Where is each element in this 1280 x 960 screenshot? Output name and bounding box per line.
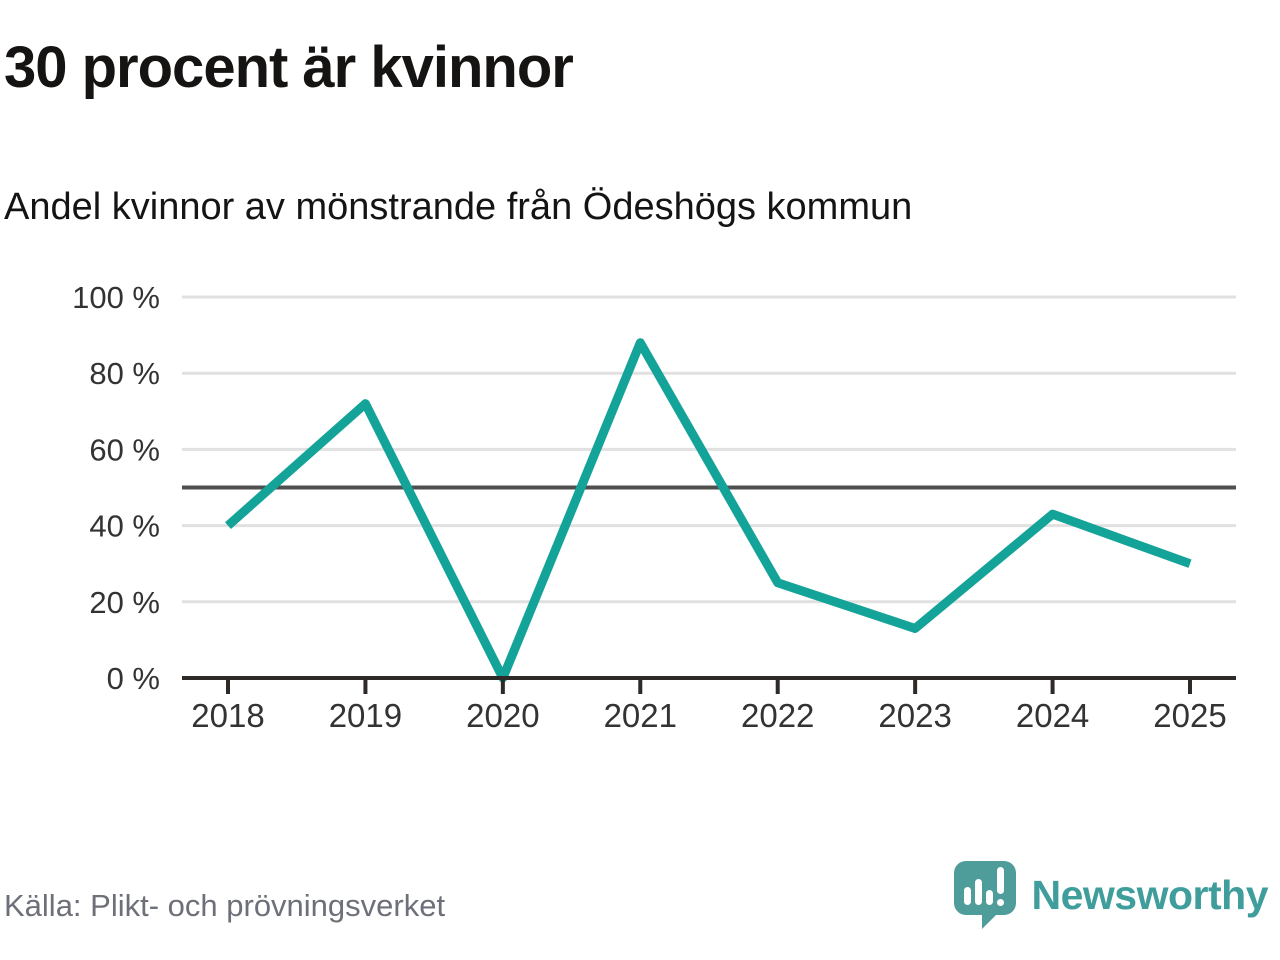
line-chart: 0 % 20 % 40 % 60 % 80 % 100 % 2018 2019 2020 2021…: [72, 280, 1236, 734]
y-tick-label-80: 80 %: [89, 356, 160, 391]
newsworthy-logo: Newsworthy: [952, 858, 1269, 932]
source-note: Källa: Plikt- och prövningsverket: [4, 888, 446, 923]
x-tick-label-2018: 2018: [191, 697, 264, 734]
x-tick-label-2019: 2019: [329, 697, 402, 734]
chart-title: 30 procent är kvinnor: [4, 35, 574, 100]
x-tick-label-2021: 2021: [604, 697, 677, 734]
y-tick-label-100: 100 %: [72, 280, 160, 315]
x-tick-label-2025: 2025: [1153, 697, 1226, 734]
y-tick-label-20: 20 %: [89, 585, 160, 620]
y-tick-label-60: 60 %: [89, 432, 160, 467]
chart-area: 0 % 20 % 40 % 60 % 80 % 100 % 2018 2019 2020 2021…: [0, 240, 1280, 760]
y-tick-label-0: 0 %: [107, 661, 160, 696]
x-tick-label-2024: 2024: [1016, 697, 1089, 734]
data-line-andel-kvinnor: [225, 338, 1192, 683]
newsworthy-logo-text: Newsworthy: [1031, 871, 1269, 918]
x-tick-label-2020: 2020: [466, 697, 539, 734]
y-tick-label-40: 40 %: [89, 509, 160, 544]
x-tick-label-2022: 2022: [741, 697, 814, 734]
chart-subtitle: Andel kvinnor av mönstrande från Ödeshög…: [4, 186, 913, 228]
newsworthy-logo-icon: [953, 861, 1016, 929]
x-tick-label-2023: 2023: [878, 697, 951, 734]
